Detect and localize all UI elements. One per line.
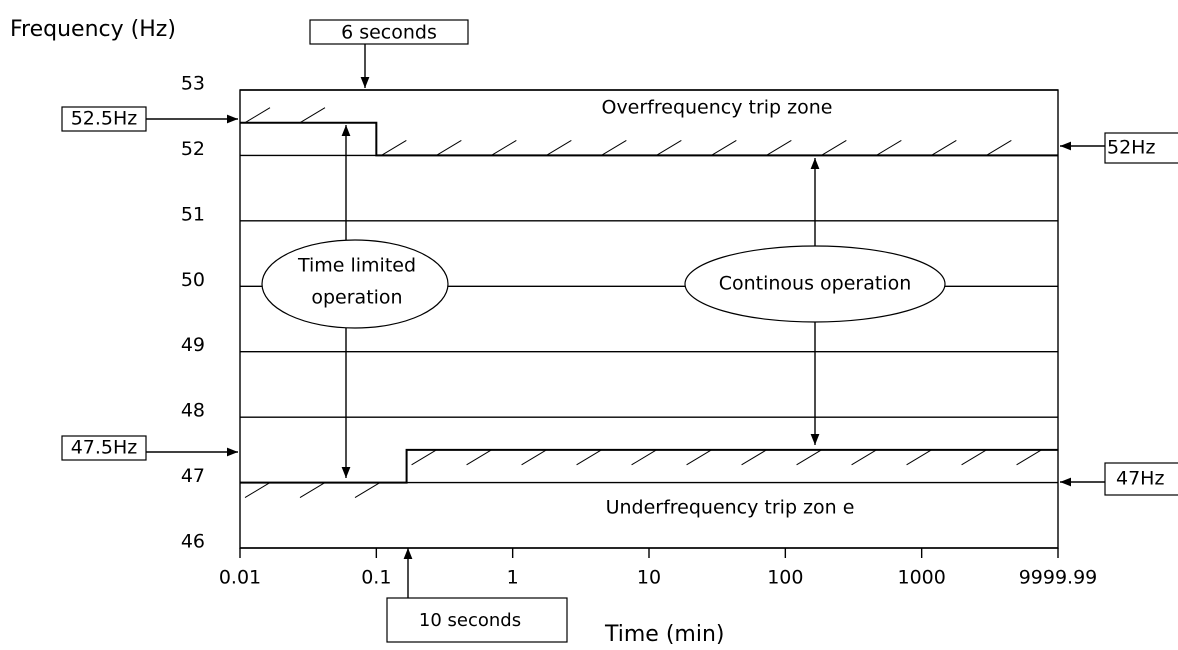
annotation: 52.5Hz [71, 108, 138, 130]
x-tick-label: 9999.99 [1019, 567, 1098, 589]
hatch [766, 139, 792, 156]
hatch [244, 107, 271, 124]
annotation-box [309, 19, 469, 45]
zone-label: Underfrequency trip zon e [606, 497, 855, 519]
annotation: 52Hz [1107, 137, 1155, 159]
hatch [821, 139, 847, 156]
y-tick-label: 46 [181, 531, 205, 553]
y-tick-label: 53 [181, 73, 205, 95]
hatch [986, 139, 1012, 156]
y-axis-label: Frequency (Hz) [10, 17, 176, 42]
hatch [796, 449, 822, 466]
hatch [244, 482, 271, 499]
hatch [601, 139, 627, 156]
annotations: 6 seconds 10 seconds 52.5Hz 52Hz 47.5Hz … [61, 19, 1178, 643]
hatch [906, 449, 932, 466]
y-tick-label: 48 [181, 400, 205, 422]
hatch [299, 482, 326, 499]
y-tick-label: 51 [181, 203, 205, 225]
hatch [381, 139, 407, 156]
x-tick-label: 10 [637, 567, 661, 589]
annotation: Continous operation [719, 273, 912, 295]
x-axis-label: Time (min) [604, 622, 725, 647]
x-tick-label: 0.1 [361, 567, 391, 589]
series-line [240, 448, 1058, 484]
annotation: 47.5Hz [71, 437, 138, 459]
annotation-box [386, 597, 568, 643]
hatch [851, 449, 877, 466]
ellipse [684, 245, 946, 323]
hatch [466, 449, 492, 466]
hatch [686, 449, 712, 466]
hatch [631, 449, 657, 466]
hatch [876, 139, 902, 156]
hatch [741, 449, 767, 466]
annotation: operation [311, 287, 402, 309]
x-tick-label: 100 [767, 567, 803, 589]
hatch [546, 139, 572, 156]
annotation-box [1104, 132, 1178, 164]
hatch [436, 139, 462, 156]
hatch [656, 139, 682, 156]
annotation-box [1104, 462, 1178, 496]
hatch [491, 139, 517, 156]
x-tick-label: 1 [507, 567, 519, 589]
y-tick-label: 52 [181, 138, 205, 160]
ellipse [261, 239, 449, 329]
y-tick-label: 47 [181, 465, 205, 487]
hatch [961, 449, 987, 466]
hatch [576, 449, 602, 466]
hatch [299, 107, 326, 124]
y-tick-label: 49 [181, 334, 205, 356]
annotation: 10 seconds [419, 610, 521, 631]
annotation-box [61, 106, 147, 132]
hatch [411, 449, 437, 466]
x-tick-label: 0.01 [219, 567, 261, 589]
annotation: 6 seconds [341, 22, 437, 44]
hatch [931, 139, 957, 156]
hatch [1016, 449, 1042, 466]
hatch [711, 139, 737, 156]
zone-label: Overfrequency trip zone [601, 97, 832, 119]
hatch [521, 449, 547, 466]
hatch [354, 482, 381, 499]
annotation-box [61, 435, 147, 461]
annotation: 47Hz [1116, 468, 1164, 490]
series-line [240, 121, 1058, 157]
y-tick-label: 50 [181, 269, 205, 291]
annotation: Time limited [297, 255, 416, 277]
x-tick-label: 1000 [897, 567, 945, 589]
